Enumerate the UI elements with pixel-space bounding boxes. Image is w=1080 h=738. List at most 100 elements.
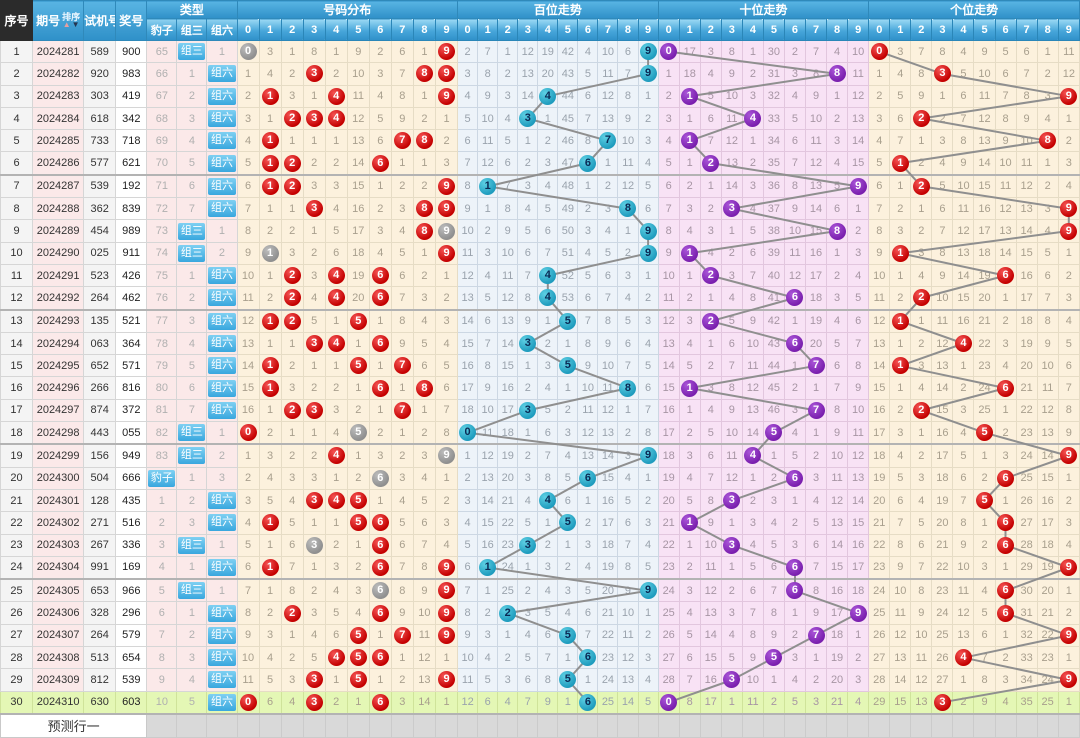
cell-dist: 3: [346, 578, 370, 603]
digit-header-dist-4[interactable]: 4: [324, 18, 348, 41]
digit-header-dist-1[interactable]: 1: [258, 18, 282, 41]
digit-header-dist-3[interactable]: 3: [302, 18, 326, 41]
cell-shi: 14: [699, 623, 722, 648]
drawn-number-circle: 5: [349, 357, 367, 375]
digit-header-ge-8[interactable]: 8: [1036, 18, 1059, 41]
cell-bai: 3: [577, 533, 599, 557]
sort-asc-icon[interactable]: ▲: [62, 20, 71, 30]
digit-header-ge-3[interactable]: 3: [931, 18, 954, 41]
cell-shi: 10: [847, 398, 870, 423]
digit-header-ge-5[interactable]: 5: [973, 18, 996, 41]
digit-header-bai-7[interactable]: 7: [597, 18, 619, 41]
cell-ge: 6: [994, 466, 1017, 490]
cell-bai: 4: [557, 443, 579, 468]
cell-bai: 7: [477, 331, 499, 356]
cell-dist: 5: [412, 331, 436, 356]
cell-dist: 2: [390, 174, 414, 199]
cell-type: 组六: [206, 555, 238, 581]
digit-header-bai-0[interactable]: 0: [457, 18, 479, 41]
cell-ge: 1: [1036, 39, 1059, 64]
digit-header-dist-2[interactable]: 2: [280, 18, 304, 41]
digit-header-ge-4[interactable]: 4: [952, 18, 975, 41]
digit-header-dist-9[interactable]: 9: [434, 18, 459, 41]
cell-shi: 17: [657, 421, 680, 446]
drawn-number-circle: 9: [1060, 87, 1078, 105]
digit-header-bai-4[interactable]: 4: [537, 18, 559, 41]
cell-ge: 4: [868, 129, 891, 153]
cell-bai: 10: [617, 129, 639, 153]
cell-bai: 1: [577, 668, 599, 692]
digit-header-bai-1[interactable]: 1: [477, 18, 499, 41]
cell-qihao: 2024283: [32, 84, 85, 108]
cell-bai: 19: [497, 443, 519, 468]
digit-header-shi-7[interactable]: 7: [804, 18, 828, 41]
digit-header-ge-1[interactable]: 1: [889, 18, 912, 41]
cell-dist: 2: [236, 84, 260, 108]
drawn-number-circle: 4: [539, 87, 557, 105]
digit-header-dist-8[interactable]: 8: [412, 18, 436, 41]
cell-shi: 6: [783, 466, 807, 490]
drawn-number-circle: 3: [305, 693, 323, 711]
cell-shi: 5: [720, 646, 743, 670]
digit-header-bai-8[interactable]: 8: [617, 18, 639, 41]
cell-ge: 5: [973, 488, 996, 513]
cell-qihao: 2024304: [32, 555, 85, 581]
cell-dist: 9: [434, 578, 459, 603]
digit-header-bai-2[interactable]: 2: [497, 18, 519, 41]
digit-header-shi-0[interactable]: 0: [657, 18, 680, 41]
prediction-empty-cell: [1036, 713, 1059, 738]
digit-header-shi-3[interactable]: 3: [720, 18, 743, 41]
cell-dist: 8: [280, 578, 304, 603]
digit-header-shi-1[interactable]: 1: [678, 18, 701, 41]
digit-header-ge-2[interactable]: 2: [910, 18, 933, 41]
cell-dist: 4: [412, 466, 436, 490]
cell-shi: 1: [762, 443, 785, 468]
cell-dist: 6: [368, 601, 392, 625]
cell-ge: 7: [889, 129, 912, 153]
cell-ge: 3: [889, 39, 912, 64]
cell-ge: 6: [994, 511, 1017, 535]
digit-header-ge-6[interactable]: 6: [994, 18, 1017, 41]
cell-shi: 5: [741, 555, 764, 581]
digit-header-ge-7[interactable]: 7: [1015, 18, 1038, 41]
digit-header-shi-2[interactable]: 2: [699, 18, 722, 41]
digit-header-dist-6[interactable]: 6: [368, 18, 392, 41]
digit-header-shi-6[interactable]: 6: [783, 18, 807, 41]
cell-shi: 2: [847, 219, 870, 243]
cell-bai: 4: [537, 263, 559, 288]
digit-header-dist-0[interactable]: 0: [236, 18, 260, 41]
cell-dist: 8: [390, 84, 414, 108]
cell-qihao: 2024309: [32, 668, 85, 692]
cell-ge: 16: [1015, 263, 1038, 288]
digit-header-bai-3[interactable]: 3: [517, 18, 539, 41]
digit-header-dist-5[interactable]: 5: [346, 18, 370, 41]
cell-dist: 8: [412, 129, 436, 153]
cell-bai: 4: [577, 555, 599, 581]
cell-qihao: 2024292: [32, 286, 85, 311]
cell-type: 组六: [206, 646, 238, 670]
drawn-number-circle: 9: [1060, 558, 1078, 576]
cell-shijihao: 454: [83, 219, 117, 243]
cell-dist: 5: [346, 668, 370, 692]
digit-header-ge-9[interactable]: 9: [1057, 18, 1080, 41]
sort-desc-icon[interactable]: ▼: [71, 20, 80, 30]
digit-header-bai-5[interactable]: 5: [557, 18, 579, 41]
digit-header-bai-9[interactable]: 9: [637, 18, 659, 41]
digit-header-ge-0[interactable]: 0: [868, 18, 891, 41]
cell-type: 组六: [206, 623, 238, 648]
cell-shi: 8: [826, 398, 849, 423]
cell-shi: 3: [847, 241, 870, 265]
cell-jianghao: 462: [115, 286, 148, 311]
digit-header-shi-5[interactable]: 5: [762, 18, 785, 41]
digit-header-dist-7[interactable]: 7: [390, 18, 414, 41]
digit-header-shi-9[interactable]: 9: [847, 18, 870, 41]
cell-shijihao: 523: [83, 263, 117, 288]
digit-header-bai-6[interactable]: 6: [577, 18, 599, 41]
cell-bai: 14: [477, 488, 499, 513]
cell-dist: 15: [346, 174, 370, 199]
drawn-number-circle: 2: [499, 604, 517, 622]
digit-header-shi-8[interactable]: 8: [826, 18, 849, 41]
cell-bai: 4: [577, 39, 599, 64]
digit-header-shi-4[interactable]: 4: [741, 18, 764, 41]
cell-shi: 3: [678, 443, 701, 468]
